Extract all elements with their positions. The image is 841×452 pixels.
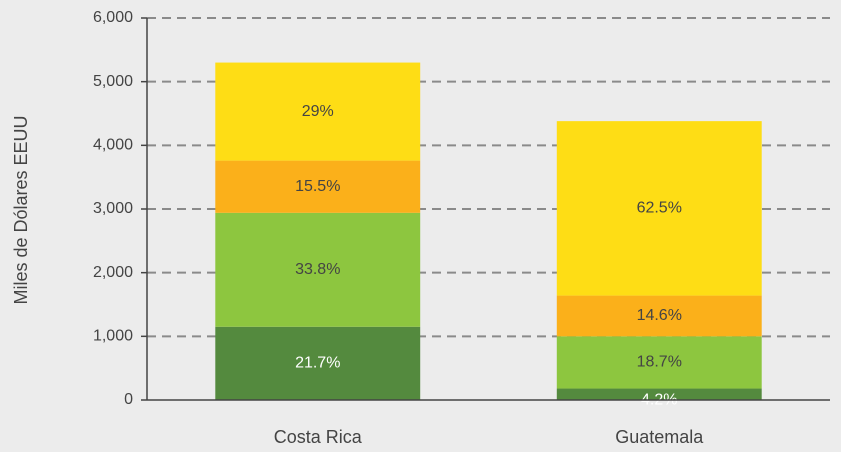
bar-segment (556, 295, 762, 337)
y-tick-label: 4,000 (93, 137, 133, 154)
x-tick-label: Costa Rica (274, 427, 363, 447)
bar-segment (556, 336, 762, 389)
data-label: 15.5% (295, 178, 340, 195)
data-label: 21.7% (295, 355, 340, 372)
y-axis-label: Miles de Dólares EEUU (11, 115, 31, 304)
x-tick-label: Guatemala (615, 427, 704, 447)
y-tick-label: 3,000 (93, 200, 133, 217)
data-label: 33.8% (295, 261, 340, 278)
y-tick-label: 0 (124, 391, 133, 408)
y-tick-label: 6,000 (93, 9, 133, 26)
bar-segment (556, 121, 762, 296)
bar-segment (215, 212, 421, 327)
data-label: 14.6% (637, 307, 682, 324)
bar-segment (556, 388, 762, 400)
bar-segment (215, 326, 421, 400)
bar-segment (215, 62, 421, 161)
data-label: 62.5% (637, 200, 682, 217)
y-tick-label: 5,000 (93, 73, 133, 90)
data-label: 18.7% (637, 354, 682, 371)
y-tick-label: 2,000 (93, 264, 133, 281)
data-label: 29% (302, 103, 334, 120)
y-tick-label: 1,000 (93, 328, 133, 345)
bar-segment (215, 160, 421, 213)
